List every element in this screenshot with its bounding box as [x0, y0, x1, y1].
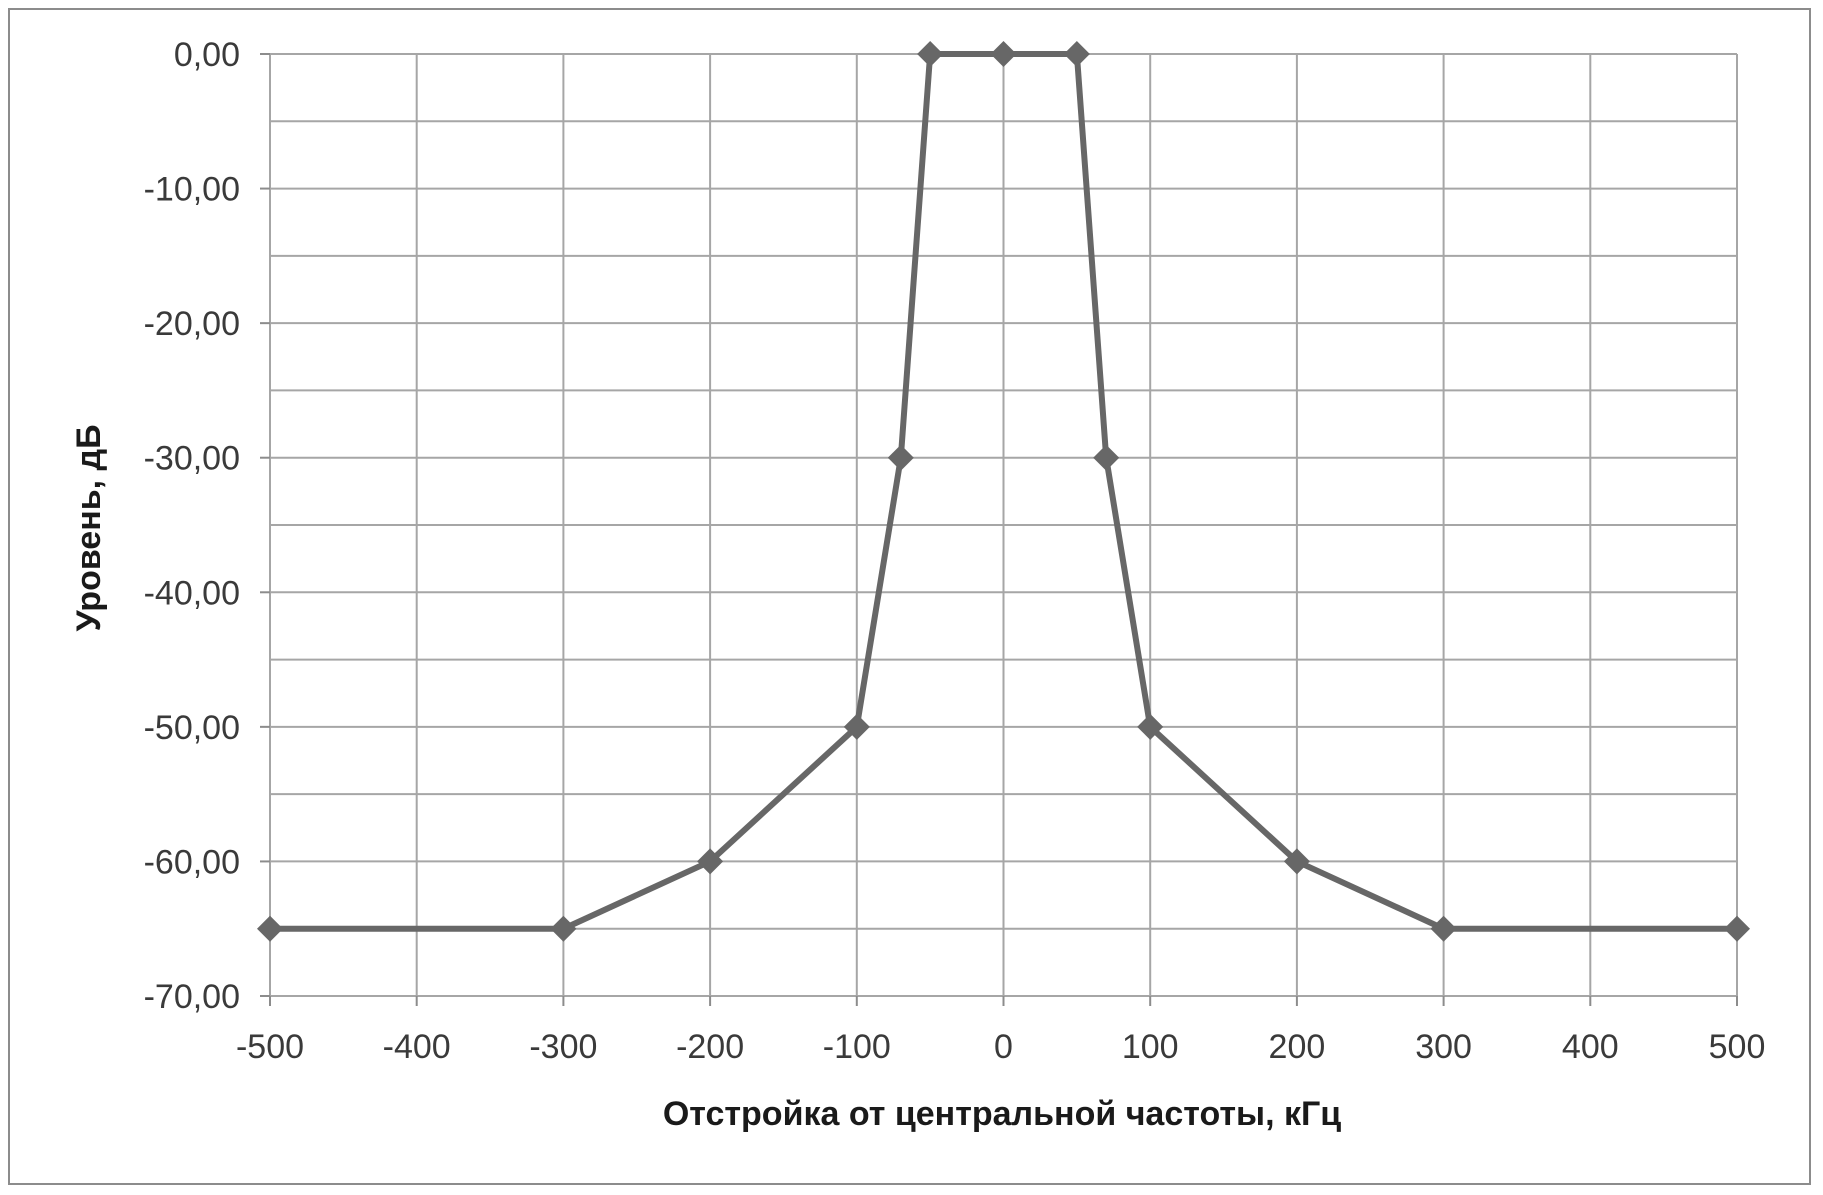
data-point-marker: [1283, 848, 1310, 875]
data-point-marker: [1137, 713, 1164, 740]
data-point-marker: [1063, 41, 1090, 67]
x-tick-label: 200: [1269, 1028, 1326, 1066]
y-axis-title: Уровень, дБ: [70, 424, 108, 631]
x-tick-label: -400: [383, 1028, 451, 1066]
x-tick-label: 300: [1415, 1028, 1472, 1066]
y-tick-label: -40,00: [144, 574, 240, 612]
data-point-marker: [990, 41, 1017, 67]
y-tick-label: -20,00: [144, 305, 240, 343]
data-point-marker: [917, 41, 944, 67]
y-tick-labels: 0,00 -10,00 -20,00 -30,00 -40,00 -50,00 -60,00…: [144, 36, 240, 1016]
data-point-marker: [1724, 915, 1750, 942]
chart-frame: [8, 8, 1811, 1185]
data-point-marker: [1430, 915, 1457, 942]
y-tick-label: -70,00: [144, 978, 240, 1016]
data-point-marker: [697, 848, 724, 875]
y-tick-label: -10,00: [144, 171, 240, 209]
y-tick-label: -50,00: [144, 709, 240, 747]
y-tick-label: -60,00: [144, 843, 240, 881]
data-point-marker: [550, 915, 577, 942]
y-tick-label: -30,00: [144, 440, 240, 478]
x-tick-label: -300: [529, 1028, 597, 1066]
x-tick-label: 0: [994, 1028, 1013, 1066]
series-group: [257, 41, 1750, 942]
x-tick-labels: -500 -400 -300 -200 -100 0 100 200 300 400 500: [236, 1028, 1765, 1066]
data-point-marker: [887, 444, 914, 471]
x-tick-label: 400: [1562, 1028, 1619, 1066]
x-tick-label: -500: [236, 1028, 304, 1066]
x-axis-title: Отстройка от центральной частоты, кГц: [663, 1095, 1341, 1133]
axes: [260, 53, 1738, 1006]
x-tick-label: -200: [676, 1028, 744, 1066]
y-tick-label: 0,00: [174, 36, 240, 74]
data-point-marker: [257, 915, 283, 942]
data-point-marker: [1093, 444, 1120, 471]
x-tick-label: -100: [823, 1028, 891, 1066]
data-point-marker: [843, 713, 870, 740]
x-tick-label: 500: [1709, 1028, 1766, 1066]
grid-lines: [269, 53, 1738, 997]
x-tick-label: 100: [1122, 1028, 1179, 1066]
